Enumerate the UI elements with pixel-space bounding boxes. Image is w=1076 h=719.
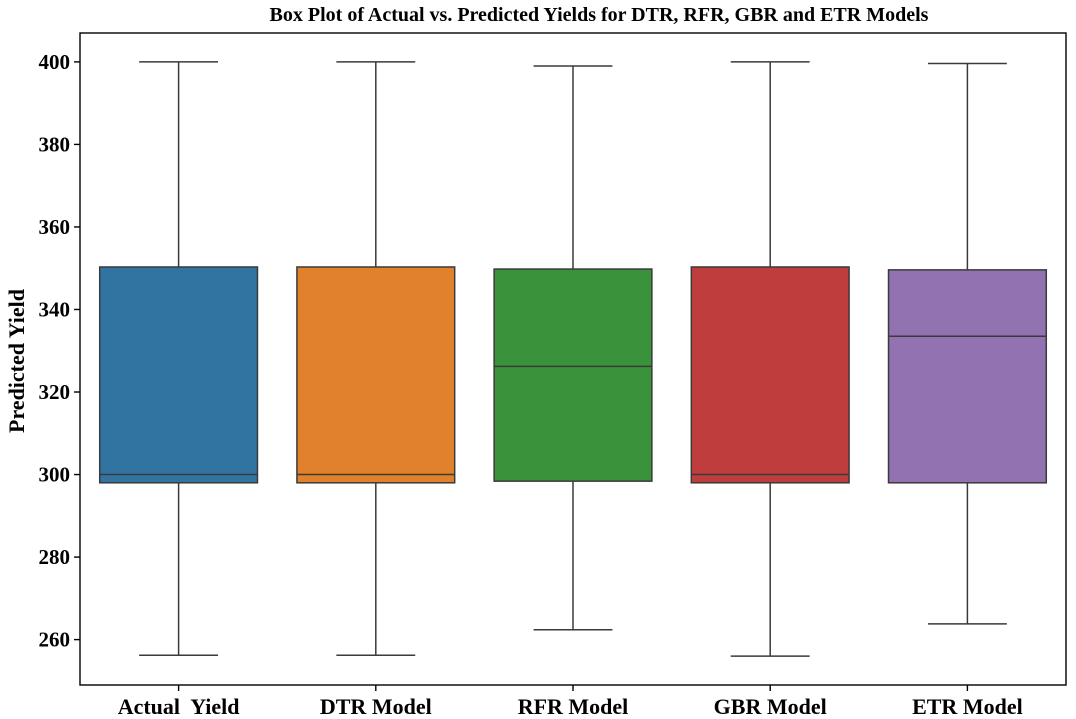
y-axis-label: Predicted Yield [4, 289, 29, 433]
box-body [690, 266, 850, 484]
x-tick-label: DTR Model [320, 694, 432, 719]
box-1 [98, 61, 259, 657]
y-tick-label: 360 [39, 215, 71, 239]
box-body [296, 266, 456, 484]
y-tick-label: 340 [39, 297, 71, 321]
box-body [493, 268, 653, 482]
x-tick-label: Actual Yield [118, 694, 240, 719]
box-5 [887, 62, 1048, 625]
box-3 [493, 65, 653, 631]
y-tick-label: 300 [39, 463, 71, 487]
x-axis-ticks: Actual Yield DTR Model RFR Model GBR Model E… [118, 685, 1023, 719]
box-body [98, 266, 259, 484]
y-tick-label: 400 [39, 50, 71, 74]
x-tick-label: ETR Model [912, 694, 1023, 719]
y-tick-label: 320 [39, 380, 71, 404]
y-tick-label: 260 [39, 628, 71, 652]
x-tick-label: GBR Model [714, 694, 827, 719]
y-axis-ticks: 260 280 300 320 340 360 380 400 [39, 50, 80, 652]
y-tick-label: 280 [39, 545, 71, 569]
y-tick-label: 380 [39, 132, 71, 156]
box-4 [690, 61, 850, 657]
chart-title: Box Plot of Actual vs. Predicted Yields … [270, 4, 929, 26]
box-2 [296, 61, 456, 657]
box-body [887, 269, 1048, 484]
x-tick-label: RFR Model [518, 694, 629, 719]
box-series [98, 61, 1048, 657]
